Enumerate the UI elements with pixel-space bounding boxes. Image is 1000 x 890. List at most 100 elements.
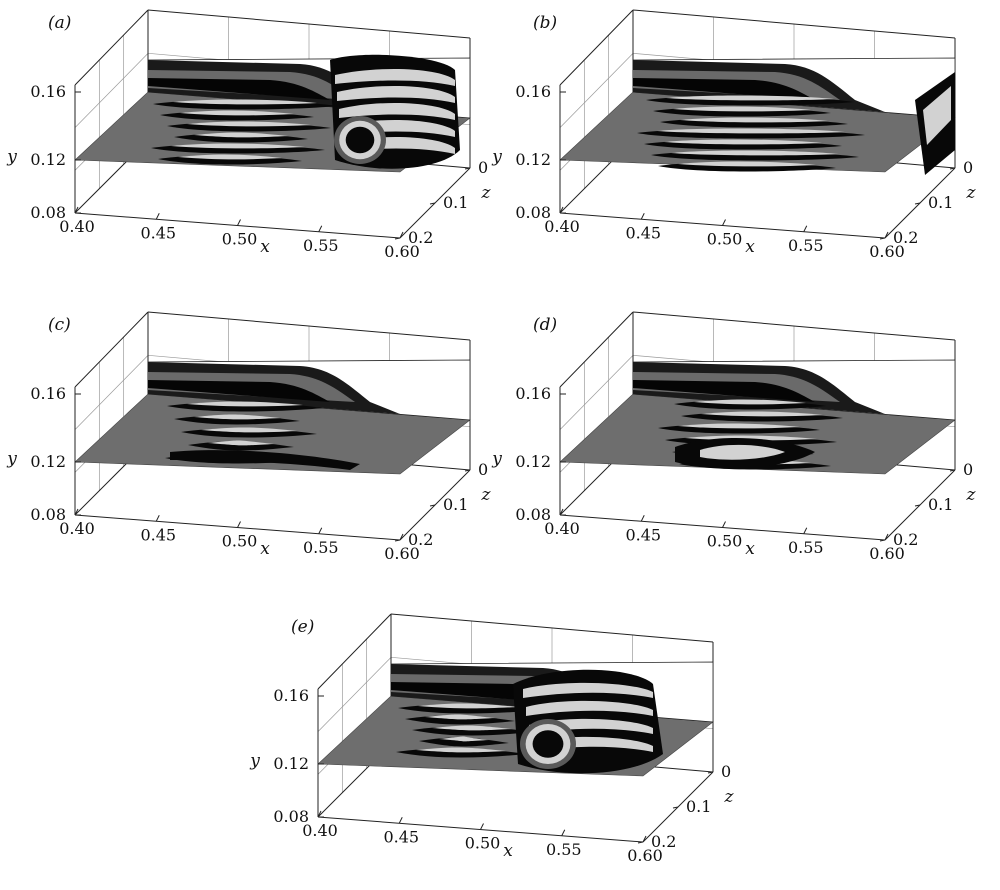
x-tick-label: 0.45 <box>383 827 419 846</box>
y-tick-label: 0.12 <box>30 150 66 169</box>
streak <box>419 737 509 747</box>
streak-highlight <box>680 117 828 123</box>
x-tick-label: 0.50 <box>222 230 258 249</box>
z-tick-label: 0 <box>478 158 488 177</box>
panel-d: (d) 0.40 0.45 0.50 0.55 0.60 x 0.16 0.12 0.08 y 0 0.… <box>491 311 977 563</box>
streak-highlight <box>671 150 839 156</box>
wall-band-core <box>633 380 815 402</box>
gridline-y-left <box>74 53 149 128</box>
x-tick-label: 0.55 <box>788 538 824 557</box>
x-tick-mark <box>398 817 403 824</box>
x-tick-mark <box>722 521 726 528</box>
z-tick-label: 0.1 <box>928 193 953 212</box>
panel-label: (e) <box>291 617 314 637</box>
z-tick-label: 0.2 <box>893 228 918 247</box>
y-tick-label: 0.12 <box>515 150 551 169</box>
z-tick-label: 0.1 <box>686 797 711 816</box>
x-tick-label: 0.45 <box>625 525 661 544</box>
x-tick-label: 0.45 <box>140 525 176 544</box>
y-tick-label: 0.12 <box>273 754 309 773</box>
streak-highlight <box>178 154 282 160</box>
x-tick-label: 0.55 <box>788 236 824 255</box>
streak-highlight <box>432 725 512 731</box>
flow-structures <box>396 669 663 774</box>
streak-highlight <box>187 121 311 127</box>
x-tick-label: 0.40 <box>544 519 580 538</box>
z-axis-label: z <box>481 485 492 505</box>
y-tick-label: 0.16 <box>515 82 551 101</box>
streak-highlight <box>194 414 280 420</box>
vortex-band <box>339 102 455 120</box>
streak-highlight <box>180 110 294 116</box>
x-tick-mark <box>74 206 79 214</box>
x-tick-mark <box>561 829 566 836</box>
y-axis-label: y <box>249 751 260 771</box>
x-tick-mark <box>237 521 241 528</box>
z-tick-label: 0.2 <box>408 228 433 247</box>
z-tick-mark <box>429 504 436 507</box>
streak-highlight <box>657 128 845 134</box>
axis-edge <box>632 311 956 341</box>
streak-highlight <box>187 401 303 407</box>
x-tick-label: 0.40 <box>302 821 338 840</box>
gridline-y-left <box>317 657 392 732</box>
flow-structures <box>637 72 955 175</box>
x-tick-mark <box>318 527 323 534</box>
z-tick-label: 0 <box>963 158 973 177</box>
streak-highlight <box>678 423 800 429</box>
x-axis-label: x <box>260 237 270 257</box>
axis-edge <box>390 613 714 643</box>
x-tick-mark <box>237 219 241 226</box>
vortex-band <box>335 68 455 86</box>
axis-edge <box>559 311 634 388</box>
streak-highlight <box>673 106 811 112</box>
y-axis-label: y <box>6 449 17 469</box>
gridline-y-left <box>559 355 634 430</box>
panel-label: (b) <box>533 13 557 33</box>
streak-highlight <box>694 399 806 405</box>
panel-b: (b) 0.40 0.45 0.50 0.55 0.60 x 0.16 0.12 0.08 y 0 0.… <box>491 9 977 261</box>
y-axis-label: y <box>491 449 502 469</box>
streak-highlight <box>171 143 305 149</box>
x-tick-label: 0.55 <box>303 538 339 557</box>
z-axis-label: z <box>966 485 977 505</box>
streak-highlight <box>666 95 834 101</box>
panel-label: (a) <box>48 13 71 33</box>
y-tick-label: 0.12 <box>515 452 551 471</box>
x-tick-mark <box>155 213 160 220</box>
z-tick-mark <box>394 237 401 240</box>
axis-edge <box>74 9 149 86</box>
x-axis-label: x <box>503 841 513 861</box>
streak-highlight <box>201 427 297 433</box>
wake-blob-highlight <box>700 444 785 460</box>
x-tick-label: 0.60 <box>384 544 420 563</box>
y-tick-label: 0.16 <box>30 82 66 101</box>
panel-e: (e) 0.40 0.45 0.50 0.55 0.60 x 0.16 0.12 0.08 y 0 0.… <box>249 613 735 865</box>
x-tick-label: 0.40 <box>59 519 95 538</box>
z-tick-mark <box>949 167 956 170</box>
z-tick-label: 0.2 <box>893 530 918 549</box>
y-tick-label: 0.16 <box>515 384 551 403</box>
z-tick-mark <box>914 202 921 205</box>
streak-highlight <box>701 411 823 417</box>
streak-highlight <box>439 736 489 742</box>
z-tick-mark <box>879 237 886 240</box>
y-tick-label: 0.12 <box>30 452 66 471</box>
streak-highlight <box>208 440 274 446</box>
flow-structures <box>151 54 460 169</box>
z-tick-label: 0.1 <box>443 193 468 212</box>
y-axis-label: y <box>6 147 17 167</box>
streak-highlight <box>173 99 317 105</box>
y-tick-label: 0.08 <box>30 505 66 524</box>
gridline-y-left <box>74 355 149 430</box>
z-tick-mark <box>429 202 436 205</box>
z-tick-label: 0.2 <box>408 530 433 549</box>
flow-structures <box>658 399 843 470</box>
z-tick-label: 0 <box>478 460 488 479</box>
x-tick-label: 0.40 <box>59 217 95 236</box>
z-tick-mark <box>914 504 921 507</box>
x-tick-mark <box>317 810 322 818</box>
panel-a: (a) 0.40 0.45 0.50 0.55 0.60 x 0.16 0.12 0.08 y 0 0.… <box>6 9 492 261</box>
y-tick-label: 0.08 <box>515 505 551 524</box>
z-tick-mark <box>879 539 886 542</box>
